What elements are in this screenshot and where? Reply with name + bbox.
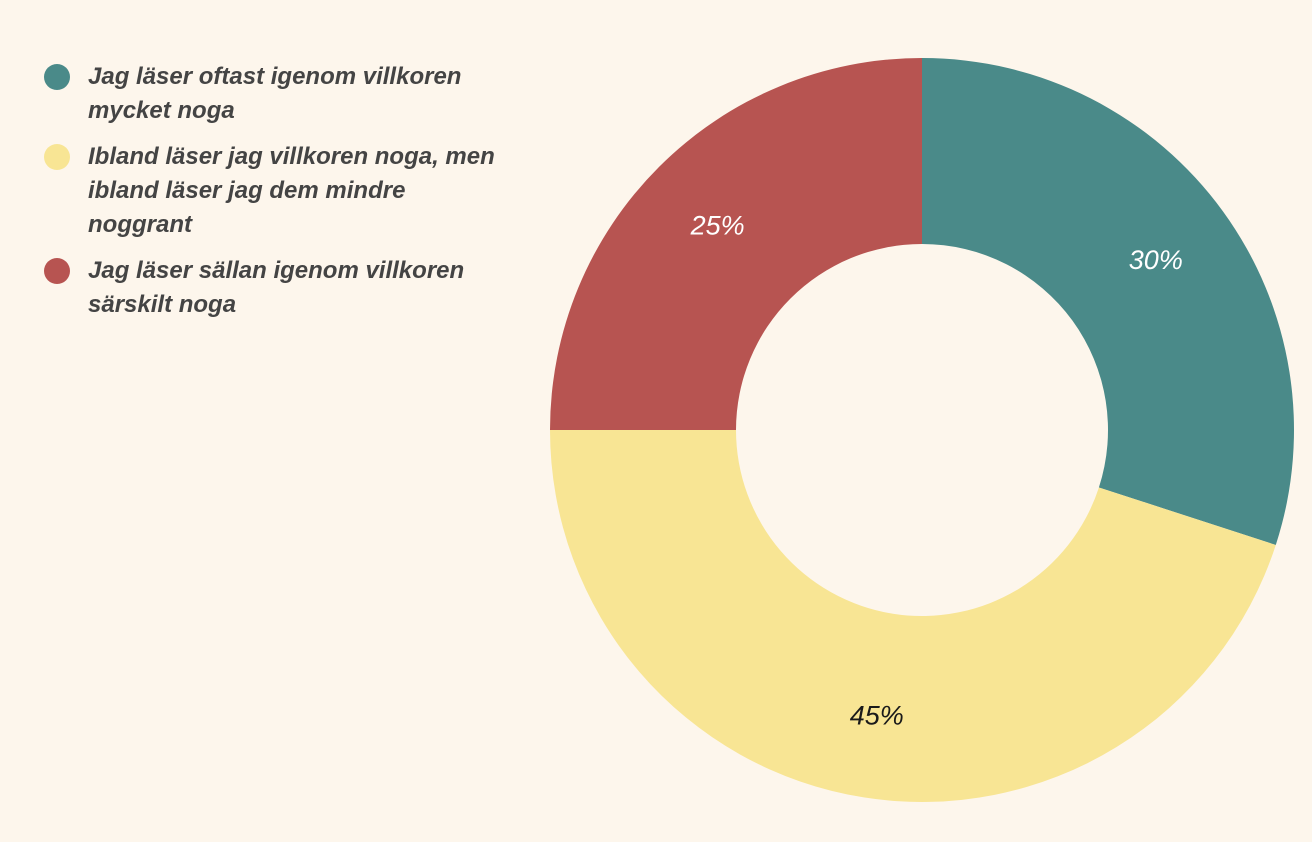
slice-label: 25% [690, 211, 745, 241]
legend-marker [44, 64, 70, 90]
legend-label: Jag läser oftast igenom villkoren mycket… [88, 63, 462, 124]
legend-item: Jag läser sällan igenom villkoren särski… [44, 254, 514, 322]
legend-item: Ibland läser jag villkoren noga, men ibl… [44, 140, 514, 242]
legend-label: Jag läser sällan igenom villkoren särski… [88, 257, 465, 318]
donut-slice [922, 58, 1294, 545]
legend-label: Ibland läser jag villkoren noga, men ibl… [88, 143, 495, 238]
donut-slice [550, 58, 922, 430]
legend-marker [44, 144, 70, 170]
legend-item: Jag läser oftast igenom villkoren mycket… [44, 60, 514, 128]
donut-slice [550, 430, 1276, 802]
slice-label: 45% [850, 700, 904, 730]
slice-label: 30% [1129, 245, 1183, 275]
legend: Jag läser oftast igenom villkoren mycket… [44, 60, 514, 334]
legend-marker [44, 258, 70, 284]
